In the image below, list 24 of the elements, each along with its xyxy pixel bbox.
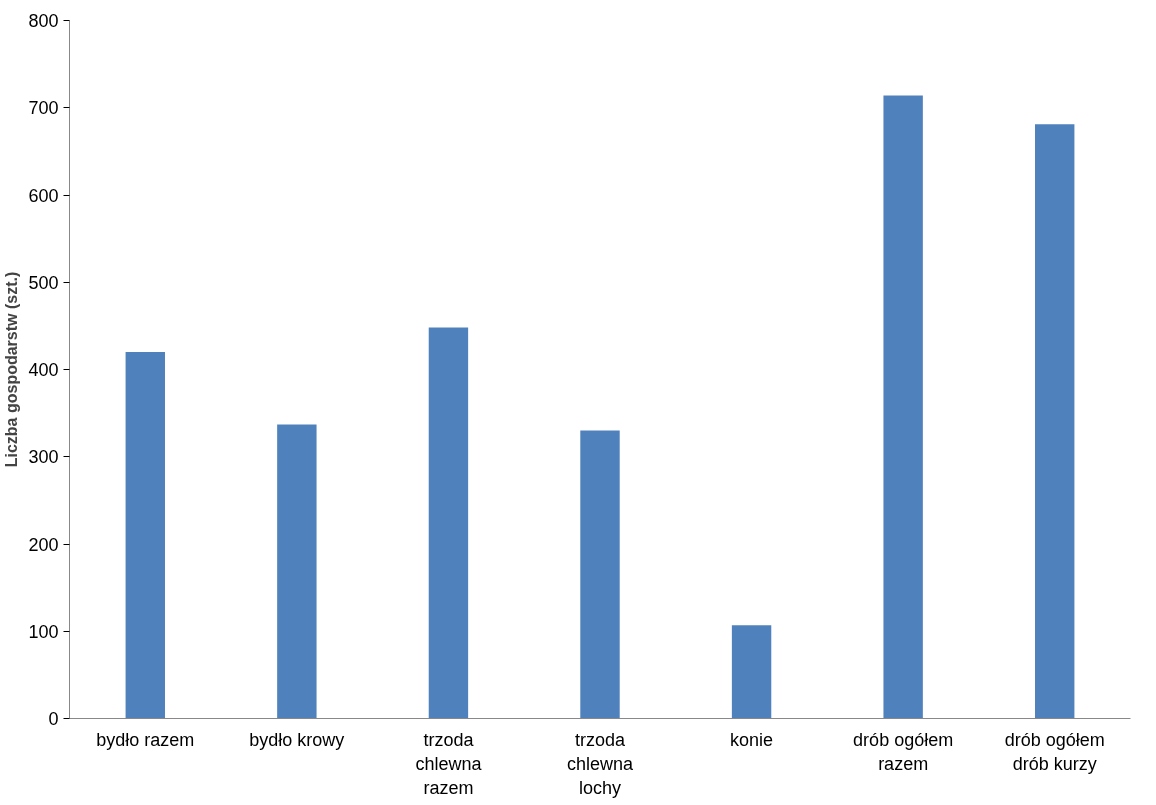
x-tick-label: konie bbox=[730, 729, 774, 750]
x-tick-label: bydło razem bbox=[96, 729, 195, 750]
bar bbox=[731, 625, 772, 719]
bar bbox=[1035, 124, 1075, 719]
y-tick-label: 400 bbox=[28, 360, 59, 380]
y-tick-label: 100 bbox=[28, 621, 59, 642]
y-tick-label: 600 bbox=[28, 185, 59, 206]
x-tick-label: drób ogółem razem bbox=[853, 729, 954, 774]
x-tick-label: bydło krowy bbox=[249, 729, 345, 750]
bar bbox=[580, 430, 620, 719]
y-tick-label: 200 bbox=[28, 534, 59, 555]
x-tick-label: drób ogółem drób kurzy bbox=[1004, 729, 1105, 774]
y-axis-title: Liczba gospodarstw (szt.) bbox=[3, 271, 21, 468]
bar bbox=[125, 352, 165, 719]
y-tick-label: 700 bbox=[28, 98, 59, 119]
x-tick-label: trzoda chlewna razem bbox=[415, 729, 483, 798]
x-tick-label: trzoda chlewna lochy bbox=[566, 729, 635, 798]
bar bbox=[277, 424, 317, 719]
y-tick-label: 800 bbox=[28, 11, 59, 31]
bar bbox=[883, 95, 923, 719]
bar bbox=[428, 327, 469, 719]
y-tick-label: 300 bbox=[28, 447, 59, 468]
y-tick-label: 500 bbox=[28, 272, 59, 293]
y-tick-label: 0 bbox=[48, 709, 59, 729]
